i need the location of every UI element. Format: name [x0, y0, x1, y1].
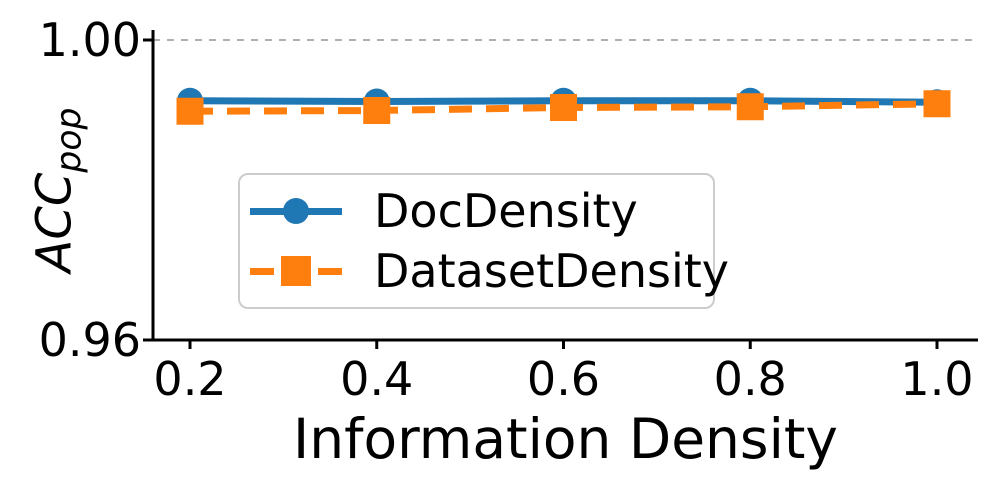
marker-square-datasetdensity	[736, 93, 764, 121]
marker-square-datasetdensity	[363, 97, 391, 124]
x-tick-label-0.4: 0.4	[340, 352, 414, 406]
legend-label-docdensity: DocDensity	[374, 184, 638, 238]
x-tick-label-0.8: 0.8	[713, 352, 787, 406]
marker-square-datasetdensity	[176, 97, 204, 125]
y-tick-label-1.00: 1.00	[38, 13, 141, 67]
square-marker-icon	[281, 256, 311, 286]
legend-sample-dashed-line-square-marker	[250, 254, 342, 288]
marker-square-datasetdensity	[923, 90, 951, 118]
y-axis-label: ACCpop	[27, 108, 90, 273]
x-tick-label-0.6: 0.6	[526, 352, 601, 406]
marker-square-datasetdensity	[550, 94, 577, 121]
dash-swatch	[318, 267, 342, 275]
x-axis-label: Information Density	[293, 407, 838, 471]
x-tick-label-0.2: 0.2	[153, 352, 227, 406]
legend-entry-docdensity: DocDensity	[240, 182, 713, 240]
y-tick-label-0.96: 0.96	[38, 313, 141, 367]
y-axis-label-main: ACC	[26, 172, 83, 273]
legend-entry-datasetdensity: DatasetDensity	[240, 242, 729, 300]
legend-label-datasetdensity: DatasetDensity	[374, 244, 730, 298]
x-tick-label-1.0: 1.0	[900, 352, 974, 406]
legend-sample-solid-line-circle-marker	[250, 194, 342, 228]
legend: DocDensity DatasetDensity	[238, 173, 729, 309]
y-axis-label-subscript: pop	[49, 107, 90, 173]
circle-marker-icon	[283, 198, 309, 224]
dash-swatch	[250, 267, 274, 275]
